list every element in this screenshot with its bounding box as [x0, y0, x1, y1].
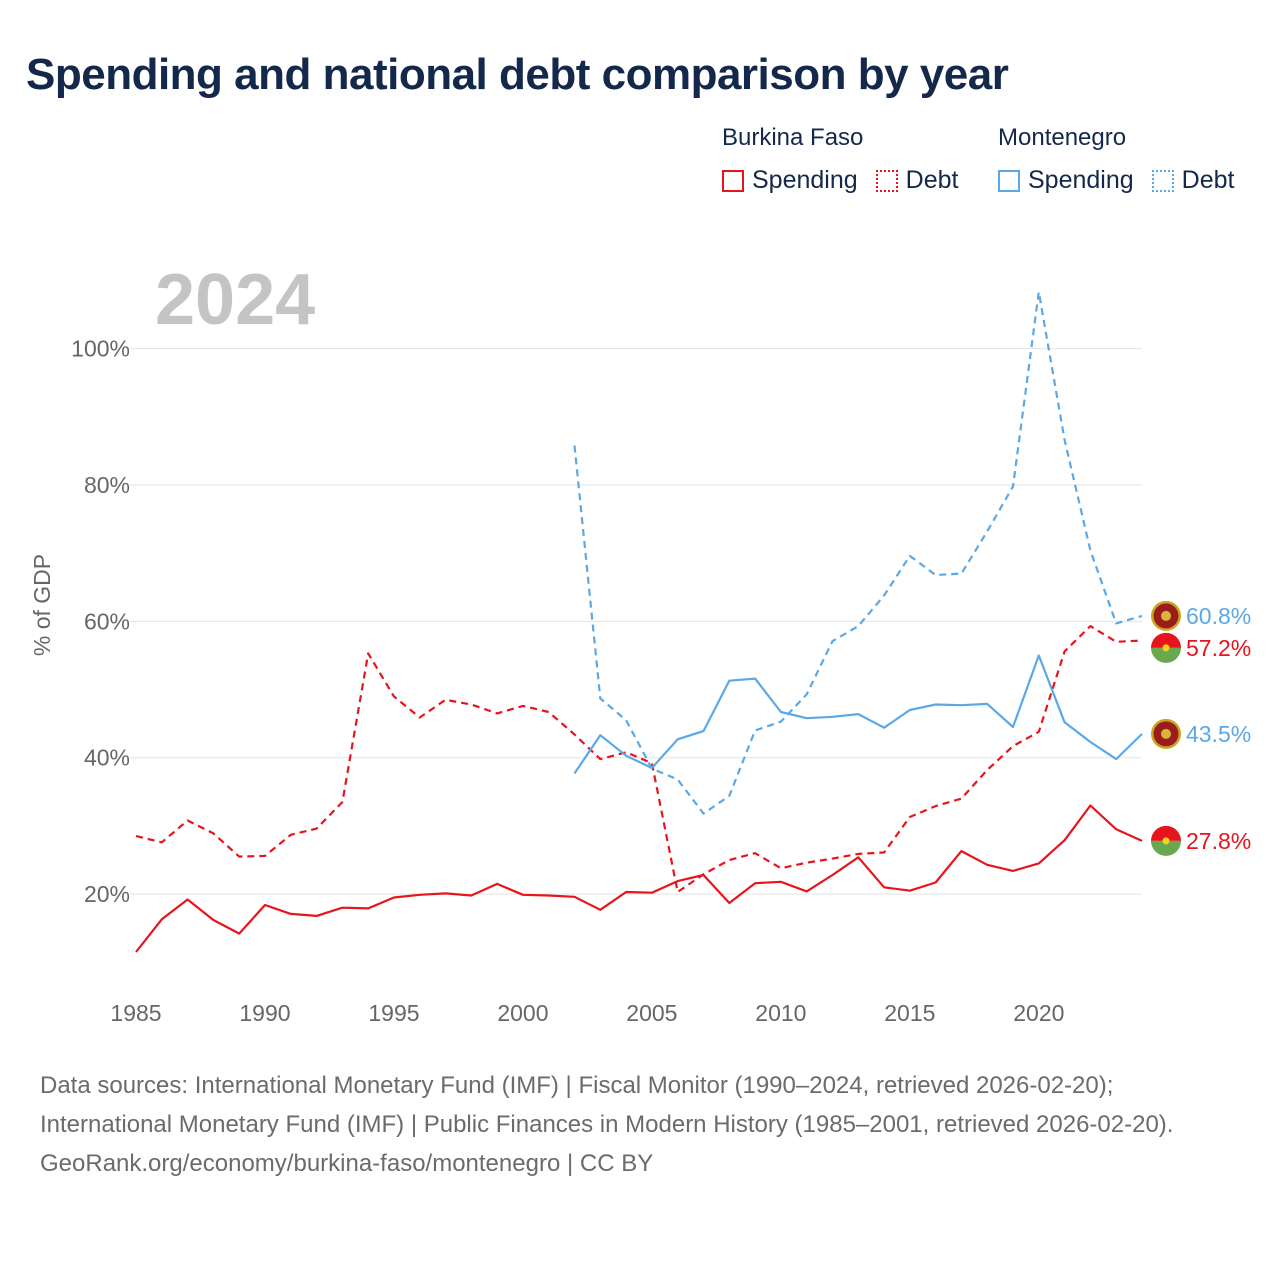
end-marker-montenegro-debt: 60.8%: [1151, 600, 1251, 631]
data-sources: Data sources: International Monetary Fun…: [40, 1072, 1174, 1138]
solid-swatch-icon: [722, 169, 744, 192]
end-value-label: 43.5%: [1186, 721, 1251, 747]
y-tick-label: 40%: [84, 745, 130, 771]
legend-group-burkina-faso: Burkina Faso Spending Debt: [722, 124, 976, 195]
x-tick-label: 2020: [1013, 1000, 1064, 1026]
series-line-burkina-faso-debt: [135, 625, 1143, 894]
burkina-faso-flag-lower: [1151, 840, 1181, 856]
burkina-faso-flag-icon: [1151, 632, 1181, 648]
y-tick-label: 80%: [84, 472, 130, 498]
series-line-burkina-faso-spending: [135, 804, 1143, 953]
end-marker-montenegro-spending: 43.5%: [1151, 718, 1251, 749]
y-tick-label: 20%: [84, 881, 130, 907]
legend-item-montenegro-debt[interactable]: Debt: [1151, 166, 1235, 195]
legend-group-montenegro: Montenegro Spending Debt: [998, 124, 1252, 195]
flag-emblem-icon: [1161, 728, 1171, 739]
x-tick-label: 1990: [239, 1000, 290, 1026]
legend-item-label: Debt: [905, 166, 959, 194]
burkina-faso-flag-icon: [1151, 825, 1181, 841]
legend-item-label: Spending: [752, 166, 858, 194]
legend-group-title: Montenegro: [998, 124, 1127, 151]
legend: Burkina Faso Spending Debt Montenegro Sp…: [722, 124, 1262, 204]
x-tick-label: 2005: [626, 1000, 677, 1026]
end-value-label: 57.2%: [1186, 635, 1251, 661]
y-axis-label: % of GDP: [29, 554, 55, 656]
end-marker-burkina-faso-spending: 27.8%: [1151, 825, 1251, 856]
flag-star-icon: [1162, 837, 1170, 845]
flag-star-icon: [1162, 644, 1170, 652]
dotted-swatch-icon: [875, 169, 898, 192]
line-chart: 2024 % of GDP 20%40%60%80%100% 1985 1990 1…: [29, 260, 1251, 1026]
chart-title: Spending and national debt comparison by…: [26, 50, 1009, 99]
x-axis-ticks: 1985 1990 1995 2000 2005 2010 2015 2020: [110, 1000, 1064, 1026]
end-value-label: 60.8%: [1186, 603, 1251, 629]
flag-emblem-icon: [1161, 610, 1171, 621]
year-watermark: 2024: [155, 260, 315, 340]
series-line-montenegro-debt: [573, 290, 1143, 815]
dotted-swatch-icon: [1151, 169, 1174, 192]
legend-item-montenegro-spending[interactable]: Spending: [998, 166, 1134, 195]
x-tick-label: 2000: [497, 1000, 548, 1026]
x-tick-label: 2010: [755, 1000, 806, 1026]
legend-item-label: Spending: [1028, 166, 1134, 194]
solid-swatch-icon: [998, 169, 1020, 192]
y-axis-ticks: 20% 40% 60% 80% 100%: [71, 336, 130, 907]
y-tick-label: 60%: [84, 608, 130, 634]
x-tick-label: 1995: [368, 1000, 419, 1026]
end-value-label: 27.8%: [1186, 828, 1251, 854]
series-lines: [135, 290, 1143, 953]
legend-item-label: Debt: [1181, 166, 1235, 194]
grid-lines: [130, 348, 1142, 895]
x-tick-label: 2015: [884, 1000, 935, 1026]
legend-group-title: Burkina Faso: [722, 124, 864, 151]
attribution-link[interactable]: GeoRank.org/economy/burkina-faso/montene…: [40, 1150, 654, 1177]
footer: Data sources: International Monetary Fun…: [40, 1066, 1240, 1183]
end-marker-burkina-faso-debt: 57.2%: [1151, 632, 1251, 663]
x-tick-label: 1985: [110, 1000, 161, 1026]
y-tick-label: 100%: [71, 336, 130, 362]
series-line-montenegro-spending: [573, 654, 1143, 775]
legend-item-burkina-faso-spending[interactable]: Spending: [722, 166, 858, 195]
legend-item-burkina-faso-debt[interactable]: Debt: [875, 166, 959, 195]
end-markers: 60.8% 57.2% 43.5% 27.8%: [1151, 600, 1251, 856]
burkina-faso-flag-lower: [1151, 647, 1181, 663]
